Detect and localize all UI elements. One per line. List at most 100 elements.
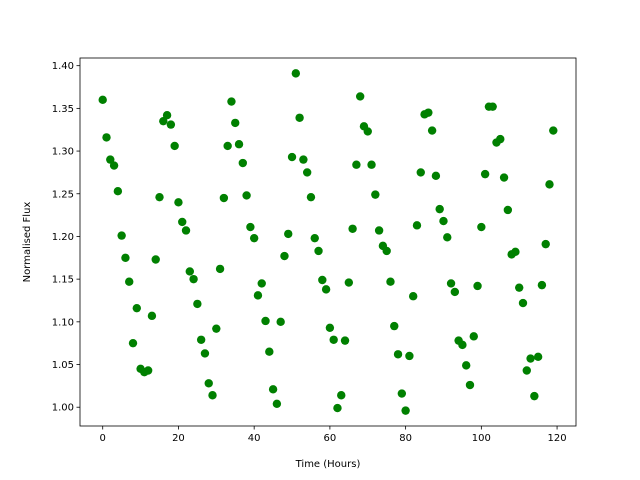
point (234, 140, 244, 149)
point (499, 173, 509, 182)
plot-frame (79, 57, 577, 427)
point (162, 111, 172, 120)
point (306, 192, 316, 202)
point (393, 350, 403, 359)
point (249, 233, 259, 243)
point (416, 168, 425, 177)
point (181, 226, 191, 235)
point (522, 366, 531, 375)
point (238, 158, 248, 168)
point (352, 160, 361, 169)
point (397, 389, 407, 398)
y-tick-label: 1.10 (52, 317, 74, 328)
point (333, 403, 342, 413)
y-tick-label: 1.20 (52, 232, 74, 243)
point (344, 278, 354, 287)
point (143, 366, 153, 375)
point (159, 116, 168, 126)
point (113, 186, 123, 196)
x-axis-label: Time (Hours) (295, 459, 361, 470)
y-tick-label: 1.05 (52, 360, 74, 371)
point (382, 246, 391, 256)
point (325, 323, 335, 333)
point (337, 391, 346, 400)
point (545, 180, 554, 189)
point (329, 335, 338, 344)
y-tick-label: 1.00 (52, 403, 74, 414)
y-tick-label: 1.25 (52, 189, 74, 200)
point (272, 399, 282, 409)
point (170, 141, 179, 151)
point (405, 351, 414, 361)
point (155, 192, 164, 202)
point (193, 299, 202, 309)
point (386, 277, 395, 286)
y-axis-label: Normalised Flux (22, 202, 33, 283)
point (227, 97, 236, 106)
point (427, 126, 437, 135)
point (321, 285, 331, 294)
point (174, 198, 183, 207)
point (291, 69, 301, 78)
x-tick-label: 60 (324, 433, 337, 444)
point (257, 279, 266, 288)
point (219, 193, 229, 203)
point (109, 161, 119, 170)
point (480, 169, 490, 179)
point (295, 113, 304, 122)
point (98, 95, 107, 105)
point (473, 281, 482, 291)
point (541, 239, 550, 249)
point (200, 349, 210, 358)
x-tick-label: 100 (472, 433, 491, 444)
point (450, 287, 460, 297)
point (132, 303, 141, 313)
point (424, 108, 433, 117)
y-tick-label: 1.35 (52, 104, 74, 115)
point (147, 311, 157, 321)
point (537, 280, 547, 290)
point (102, 133, 111, 142)
point (299, 155, 308, 164)
point (125, 277, 134, 286)
point (515, 283, 524, 292)
y-tick-label: 1.30 (52, 147, 74, 158)
point (189, 274, 198, 284)
point (302, 168, 312, 177)
point (348, 224, 357, 233)
point (446, 279, 456, 288)
point (461, 361, 471, 370)
point (503, 205, 513, 215)
point (533, 352, 543, 362)
x-tick-label: 0 (100, 433, 106, 444)
point (253, 291, 263, 300)
point (212, 324, 221, 333)
point (196, 335, 206, 344)
point (511, 247, 520, 257)
point (204, 379, 213, 388)
point (401, 406, 410, 415)
point (477, 222, 486, 232)
point (166, 120, 176, 129)
point (208, 391, 217, 400)
point (488, 102, 497, 111)
point (431, 171, 441, 181)
point (310, 233, 319, 243)
point (318, 275, 327, 285)
point (374, 226, 384, 235)
x-tick-label: 80 (399, 433, 412, 444)
point (412, 221, 422, 230)
point (287, 152, 297, 162)
point (151, 255, 160, 264)
point (314, 246, 323, 256)
point (458, 340, 467, 350)
point (355, 92, 365, 101)
point (178, 217, 187, 227)
point (443, 233, 452, 242)
point (496, 134, 505, 144)
point (469, 332, 478, 341)
x-tick-label: 20 (172, 433, 185, 444)
point (367, 160, 376, 169)
y-tick-label: 1.40 (52, 61, 74, 72)
point (246, 222, 255, 232)
